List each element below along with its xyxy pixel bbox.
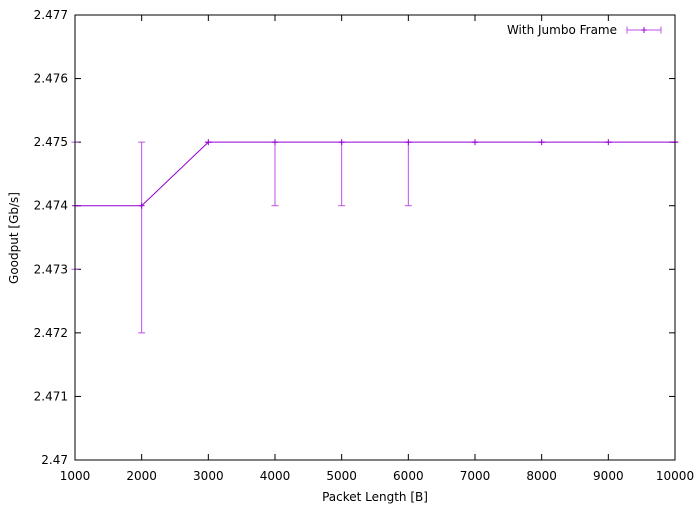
series-group xyxy=(72,139,678,209)
x-tick-label: 9000 xyxy=(593,469,624,483)
x-tick-label: 1000 xyxy=(60,469,91,483)
y-tick-label: 2.476 xyxy=(34,72,68,86)
legend-label: With Jumbo Frame xyxy=(507,23,617,37)
x-tick-label: 7000 xyxy=(460,469,491,483)
data-point xyxy=(405,139,412,146)
x-tick-label: 8000 xyxy=(526,469,557,483)
data-point xyxy=(272,139,278,146)
data-point xyxy=(538,139,545,146)
x-tick-label: 5000 xyxy=(326,469,357,483)
plot-frame xyxy=(74,14,676,461)
x-tick-label: 10000 xyxy=(656,469,694,483)
data-point xyxy=(338,139,345,146)
y-tick-label: 2.471 xyxy=(34,389,68,403)
x-axis-label: Packet Length [B] xyxy=(322,490,428,504)
x-tick-label: 6000 xyxy=(393,469,424,483)
error-bars xyxy=(71,141,679,334)
y-tick-label: 2.477 xyxy=(34,8,68,22)
x-tick-label: 2000 xyxy=(126,469,157,483)
x-tick-label: 4000 xyxy=(260,469,291,483)
y-axis-label: Goodput [Gb/s] xyxy=(7,192,21,284)
legend: With Jumbo Frame xyxy=(507,23,662,37)
data-point xyxy=(138,202,145,209)
data-point xyxy=(605,139,612,146)
y-tick-label: 2.47 xyxy=(41,453,68,467)
axis-ticks: 1000 2000 3000 4000 5000 6000 7000 8000 9000 1000… xyxy=(34,8,694,483)
data-point xyxy=(205,139,212,146)
y-tick-label: 2.475 xyxy=(34,135,68,149)
y-tick-label: 2.472 xyxy=(34,326,68,340)
x-tick-label: 3000 xyxy=(193,469,224,483)
y-tick-label: 2.474 xyxy=(34,199,68,213)
series-line xyxy=(75,141,675,207)
y-tick-label: 2.473 xyxy=(34,262,68,276)
data-point xyxy=(472,139,478,146)
